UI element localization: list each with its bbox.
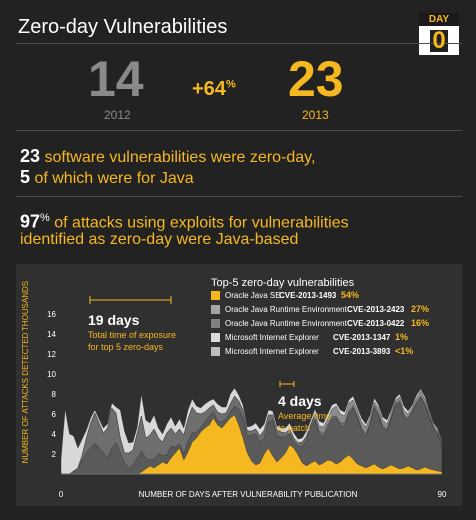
y-tick-14: 14: [47, 330, 56, 339]
day-badge-number: 0: [432, 27, 446, 54]
change-unit: %: [225, 78, 236, 91]
y-tick-6: 6: [52, 410, 57, 419]
count-2013: 23: [288, 51, 344, 107]
y-tick-12: 12: [47, 350, 56, 359]
stat-java-share: 97: [20, 211, 41, 232]
exposure-text-2: for top 5 zero-days: [88, 342, 164, 352]
stat-line-1: 23 software vulnerabilities were zero-da…: [20, 146, 315, 168]
stat-java-share-unit: %: [40, 212, 50, 224]
stat-line-4: identified as zero-day were Java-based: [20, 231, 299, 248]
chart-areas: [60, 387, 443, 475]
legend-swatch-2: [211, 305, 220, 314]
legend-name-5: Microsoft Internet Explorer: [225, 347, 319, 356]
y-tick-16: 16: [47, 310, 56, 319]
patch-days: 4 days: [278, 393, 322, 409]
legend-cve-4: CVE-2013-1347: [333, 333, 391, 342]
stat-line-1-text: software vulnerabilities were zero-day,: [40, 149, 316, 166]
legend-share-5: <1%: [395, 346, 413, 356]
exposure-text-1: Total time of exposure: [88, 330, 176, 340]
change-percent: +64%: [192, 78, 236, 101]
area-series-2: [61, 397, 443, 475]
year-2013-label: 2013: [302, 108, 329, 122]
header-divider: [16, 43, 462, 44]
year-2012-label: 2012: [104, 108, 131, 122]
stat-line-3: 97% of attacks using exploits for vulner…: [20, 208, 349, 233]
patch-text-2: to patch: [278, 423, 310, 433]
stat-line-3-text: of attacks using exploits for vulnerabil…: [49, 214, 349, 232]
count-2012: 14: [88, 51, 144, 107]
legend-cve-1: CVE-2013-1493: [279, 291, 337, 300]
stats-divider: [16, 196, 462, 197]
x-axis-label: NUMBER OF DAYS AFTER VULNERABILITY PUBLI…: [139, 490, 358, 499]
legend-cve-2: CVE-2013-2423: [347, 305, 405, 314]
patch-text-1: Average time: [278, 411, 331, 421]
legend-swatch-5: [211, 347, 220, 356]
y-tick-labels: 2 4 6 8 10 12 14 16: [47, 310, 56, 459]
y-tick-4: 4: [52, 430, 57, 439]
legend-name-1: Oracle Java SE: [225, 291, 281, 300]
page-title: Zero-day Vulnerabilities: [18, 16, 228, 38]
stat-line-2-text: of which were for Java: [30, 170, 194, 187]
change-value: +64: [192, 78, 226, 100]
stat-line-2: 5 of which were for Java: [20, 167, 194, 189]
y-axis-unit: THOUSANDS: [21, 281, 30, 331]
day-badge-label: DAY: [419, 13, 459, 26]
legend-swatch-3: [211, 319, 220, 328]
y-tick-10: 10: [47, 370, 56, 379]
y-axis-label: NUMBER OF ATTACKS DETECTED: [21, 332, 30, 463]
stat-zero-day-count: 23: [20, 146, 41, 166]
legend-swatch-1: [211, 291, 220, 300]
legend-cve-3: CVE-2013-0422: [347, 319, 405, 328]
legend-share-3: 16%: [411, 318, 429, 328]
stat-java-count: 5: [20, 167, 31, 187]
x-tick-0: 0: [59, 490, 64, 499]
legend-name-3: Oracle Java Runtime Environment: [225, 319, 348, 328]
chart-panel: 2 4 6 8 10 12 14 16 NUMBER OF ATTACKS DETECTED …: [16, 264, 462, 506]
day-badge-value: 0: [419, 27, 459, 55]
exposure-days: 19 days: [88, 312, 140, 328]
legend-share-4: 1%: [395, 332, 408, 342]
comparison-divider: [16, 130, 462, 131]
x-tick-90: 90: [438, 490, 447, 499]
legend-swatch-4: [211, 333, 220, 342]
y-tick-8: 8: [52, 390, 57, 399]
day-zero-badge: DAY 0: [419, 13, 459, 55]
legend-cve-5: CVE-2013-3893: [333, 347, 391, 356]
legend-title: Top-5 zero-day vulnerabilities: [211, 277, 355, 289]
legend-share-1: 54%: [341, 290, 359, 300]
patch-annotation: 4 days Average time to patch: [278, 381, 331, 433]
y-tick-2: 2: [52, 450, 57, 459]
legend-name-4: Microsoft Internet Explorer: [225, 333, 319, 342]
legend-share-2: 27%: [411, 304, 429, 314]
exposure-annotation: 19 days Total time of exposure for top 5…: [88, 296, 176, 352]
legend-name-2: Oracle Java Runtime Environment: [225, 305, 348, 314]
